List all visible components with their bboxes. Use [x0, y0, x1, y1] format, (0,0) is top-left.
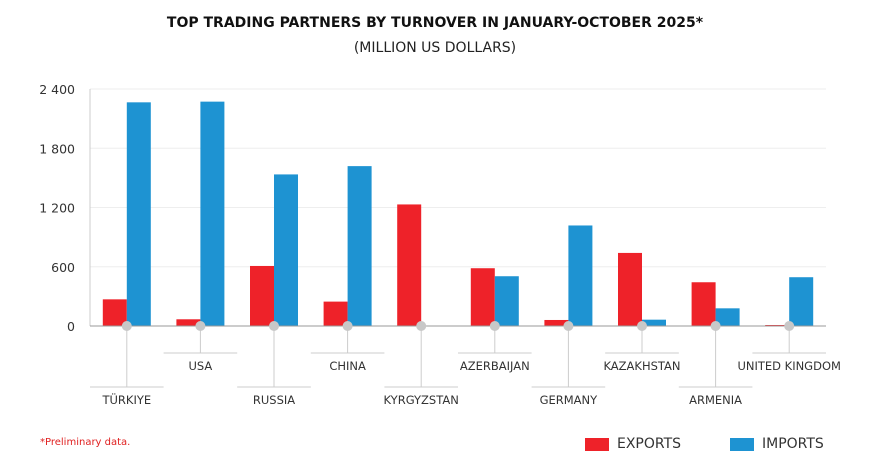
x-category-label: GERMANY [540, 393, 599, 407]
bar-imports [347, 166, 372, 326]
legend-label-exports: EXPORTS [617, 436, 682, 452]
bar-exports [323, 301, 348, 326]
bar-exports [544, 319, 569, 326]
category-marker [121, 321, 132, 331]
legend-swatch-imports [730, 437, 754, 451]
category-marker [710, 321, 721, 331]
bar-exports [470, 268, 495, 326]
category-marker [489, 321, 500, 331]
bar-imports [200, 101, 225, 326]
y-tick-label: 1 200 [39, 201, 75, 216]
legend-label-imports: IMPORTS [762, 436, 824, 452]
category-marker [195, 321, 206, 331]
legend-imports: IMPORTS [730, 436, 824, 452]
x-category-label: AZERBAIJAN [460, 359, 530, 373]
bar-exports [618, 252, 642, 326]
bar-imports [568, 225, 593, 326]
x-category-label: UNITED KINGDOM [737, 359, 841, 373]
x-category-label: TÜRKIYE [101, 391, 151, 407]
category-marker [269, 321, 279, 331]
x-category-label: CHINA [329, 359, 366, 373]
y-tick-label: 2 400 [39, 82, 75, 97]
legend-swatch-exports [585, 437, 609, 451]
chart-title: TOP TRADING PARTNERS BY TURNOVER IN JANU… [166, 15, 704, 31]
category-marker [416, 321, 427, 331]
y-tick-label: 600 [51, 260, 75, 275]
x-category-label: KYRGYZSTAN [384, 393, 459, 407]
bar-exports [397, 204, 422, 326]
x-category-label: KAZAKHSTAN [603, 359, 680, 373]
y-tick-label: 1 800 [39, 141, 75, 156]
x-category-label: RUSSIA [253, 393, 295, 407]
category-marker [563, 321, 574, 331]
category-marker [637, 321, 647, 331]
bar-imports [274, 174, 298, 326]
footnote: *Preliminary data. [40, 437, 131, 448]
x-category-label: USA [188, 359, 212, 373]
bar-exports [102, 299, 127, 326]
chart-subtitle: (MILLION US DOLLARS) [353, 40, 517, 56]
bar-exports [691, 282, 716, 326]
bar-exports [176, 319, 201, 326]
bar-imports [642, 319, 666, 326]
x-category-label: ARMENIA [689, 393, 742, 407]
bar-exports [250, 265, 274, 326]
bar-imports [494, 276, 519, 326]
legend-exports: EXPORTS [585, 436, 681, 452]
category-marker [342, 321, 353, 331]
bar-imports [789, 277, 814, 326]
bar-imports [126, 102, 151, 326]
bar-imports [715, 308, 740, 326]
y-tick-label: 0 [67, 319, 75, 334]
category-marker [784, 321, 795, 331]
